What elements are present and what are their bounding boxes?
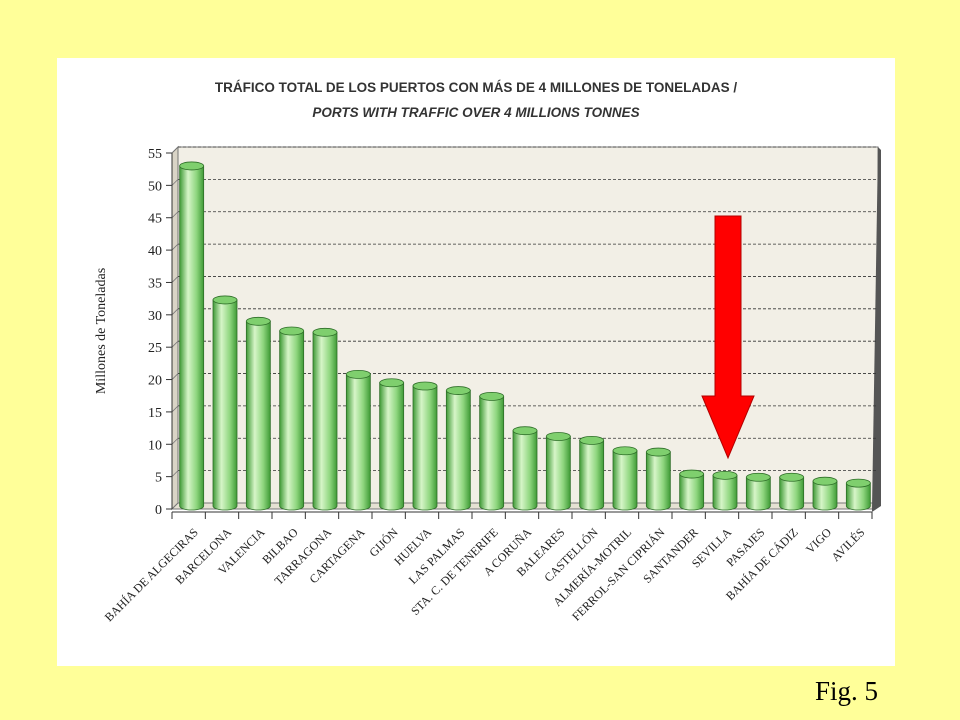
y-tick-label: 20 [148,374,162,389]
chart-title: TRÁFICO TOTAL DE LOS PUERTOS CON MÁS DE … [214,80,738,95]
y-tick-label: 55 [148,147,162,162]
x-tick-label: AVILÉS [828,525,867,564]
bar [545,432,571,511]
bar-body [779,476,805,511]
bar-body [212,299,238,511]
bar [712,470,738,511]
gridline-side [171,437,179,445]
bar-body [412,385,438,511]
bar-top [745,472,771,482]
bar [179,161,205,511]
bar-top [712,470,738,480]
bar-chart: 0 5 10 15 20 25 30 35 40 45 50 55 Millones de Tonela… [94,145,881,624]
bar-top [179,161,205,171]
bar-top [279,326,305,336]
gridline-side [171,243,179,251]
bar [212,295,238,511]
bar [479,391,505,511]
bar-body [279,330,305,511]
bar-top [379,378,405,388]
gridline-side [171,308,179,316]
bar [245,316,271,511]
bar-top [345,369,371,379]
bar [845,478,871,511]
bar-body [612,450,638,511]
bar-top [545,432,571,441]
red-arrow-annotation [701,215,755,460]
bar-body [812,480,838,511]
gridline-side [171,276,179,283]
bar-top [312,327,338,337]
bar-body [479,395,505,511]
bar [579,435,605,511]
bar-body [745,476,771,511]
bar-body [679,473,705,511]
bar-body [545,436,571,511]
bar [745,472,771,511]
y-axis-label: Millones de Toneladas [94,268,109,394]
bar-top [245,316,271,326]
y-tick-label: 10 [148,438,162,453]
bar [445,386,471,511]
bar-top [212,295,238,305]
gridline-side [171,146,179,154]
bar-top [445,386,471,395]
bar [512,426,538,511]
gridline-side [171,179,179,186]
bar-body [445,390,471,511]
y-tick-label: 45 [148,212,162,227]
bar [412,381,438,511]
bar-body [312,331,338,511]
bar-top [479,391,505,401]
bar-body [179,165,205,511]
bar-body [579,439,605,511]
bar-body [512,430,538,511]
y-tick-label: 30 [148,309,162,324]
gridline-side [171,340,179,348]
y-tick-label: 15 [148,406,162,421]
bar [779,472,805,511]
bar-top [579,435,605,445]
y-tick-label: 40 [148,244,162,259]
gridline-side [171,211,179,219]
x-tick-label: VIGO [803,525,834,556]
bar [612,446,638,511]
bar-top [412,381,438,391]
gridline-side [171,373,179,380]
y-tick-label: 5 [155,471,162,486]
bar-top [612,446,638,456]
bar-top [679,469,705,479]
bar-body [645,451,671,511]
bar [345,369,371,511]
bar-body [379,382,405,511]
y-tick-label: 50 [148,179,162,194]
y-tick-label: 0 [155,503,162,518]
bar [312,327,338,511]
bar [679,469,705,511]
bar-top [512,426,538,436]
y-tick-label: 25 [148,341,162,356]
bar-top [845,478,871,488]
chart-subtitle: PORTS WITH TRAFFIC OVER 4 MILLIONS TONNE… [312,105,640,120]
gridline-side [171,405,179,413]
plot-right-edge [872,147,881,512]
plot-side-wall [171,145,179,511]
bar-body [345,373,371,511]
gridline-side [171,470,179,477]
bar [645,447,671,511]
chart-panel: 0 5 10 15 20 25 30 35 40 45 50 55 Millones de Tonela… [57,58,895,666]
bar-body [845,482,871,511]
bar-top [812,476,838,486]
y-tick-label: 35 [148,276,162,291]
bar [812,476,838,511]
bar [279,326,305,511]
bar-top [779,472,805,482]
bar [379,378,405,511]
bar-top [645,447,671,457]
bar-body [245,320,271,511]
figure-label: Fig. 5 [814,676,878,706]
bar-body [712,474,738,511]
